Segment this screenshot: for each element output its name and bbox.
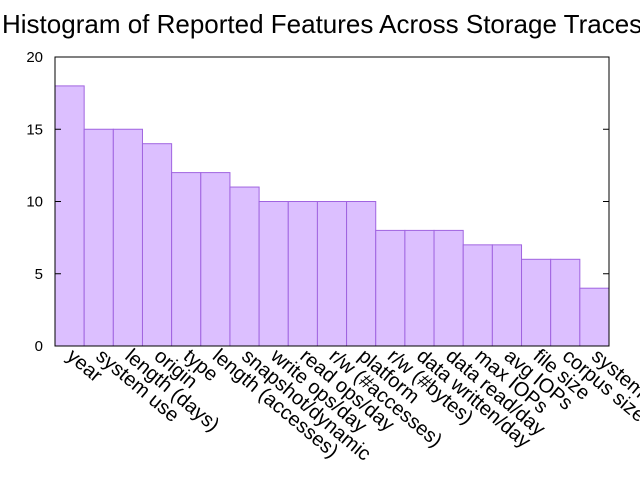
bar-6 — [229, 186, 260, 347]
y-tick-label-0: 0 — [35, 338, 43, 355]
bar-5 — [200, 172, 231, 347]
bar-11 — [375, 229, 406, 347]
bar-10 — [346, 201, 377, 347]
bar-15 — [491, 244, 523, 347]
bar-9 — [316, 201, 348, 347]
bar-17 — [550, 258, 581, 347]
bar-2 — [112, 128, 143, 347]
bar-0 — [54, 85, 85, 347]
bar-12 — [404, 229, 435, 347]
bar-16 — [521, 258, 552, 347]
y-tick-label-4: 20 — [26, 49, 43, 66]
bar-3 — [141, 143, 173, 347]
y-axis: 0 5 10 15 20 — [26, 49, 609, 355]
bar-18 — [579, 287, 610, 347]
bars-group — [54, 85, 610, 347]
bar-8 — [287, 201, 318, 347]
chart-title: Histogram of Reported Features Across St… — [2, 9, 640, 39]
y-tick-label-1: 5 — [35, 266, 43, 283]
y-tick-label-3: 15 — [26, 121, 43, 138]
bar-7 — [258, 201, 289, 347]
y-tick-label-2: 10 — [26, 194, 43, 211]
bar-13 — [433, 229, 464, 347]
bar-4 — [171, 172, 202, 347]
bar-1 — [83, 128, 114, 347]
bar-14 — [462, 244, 493, 347]
